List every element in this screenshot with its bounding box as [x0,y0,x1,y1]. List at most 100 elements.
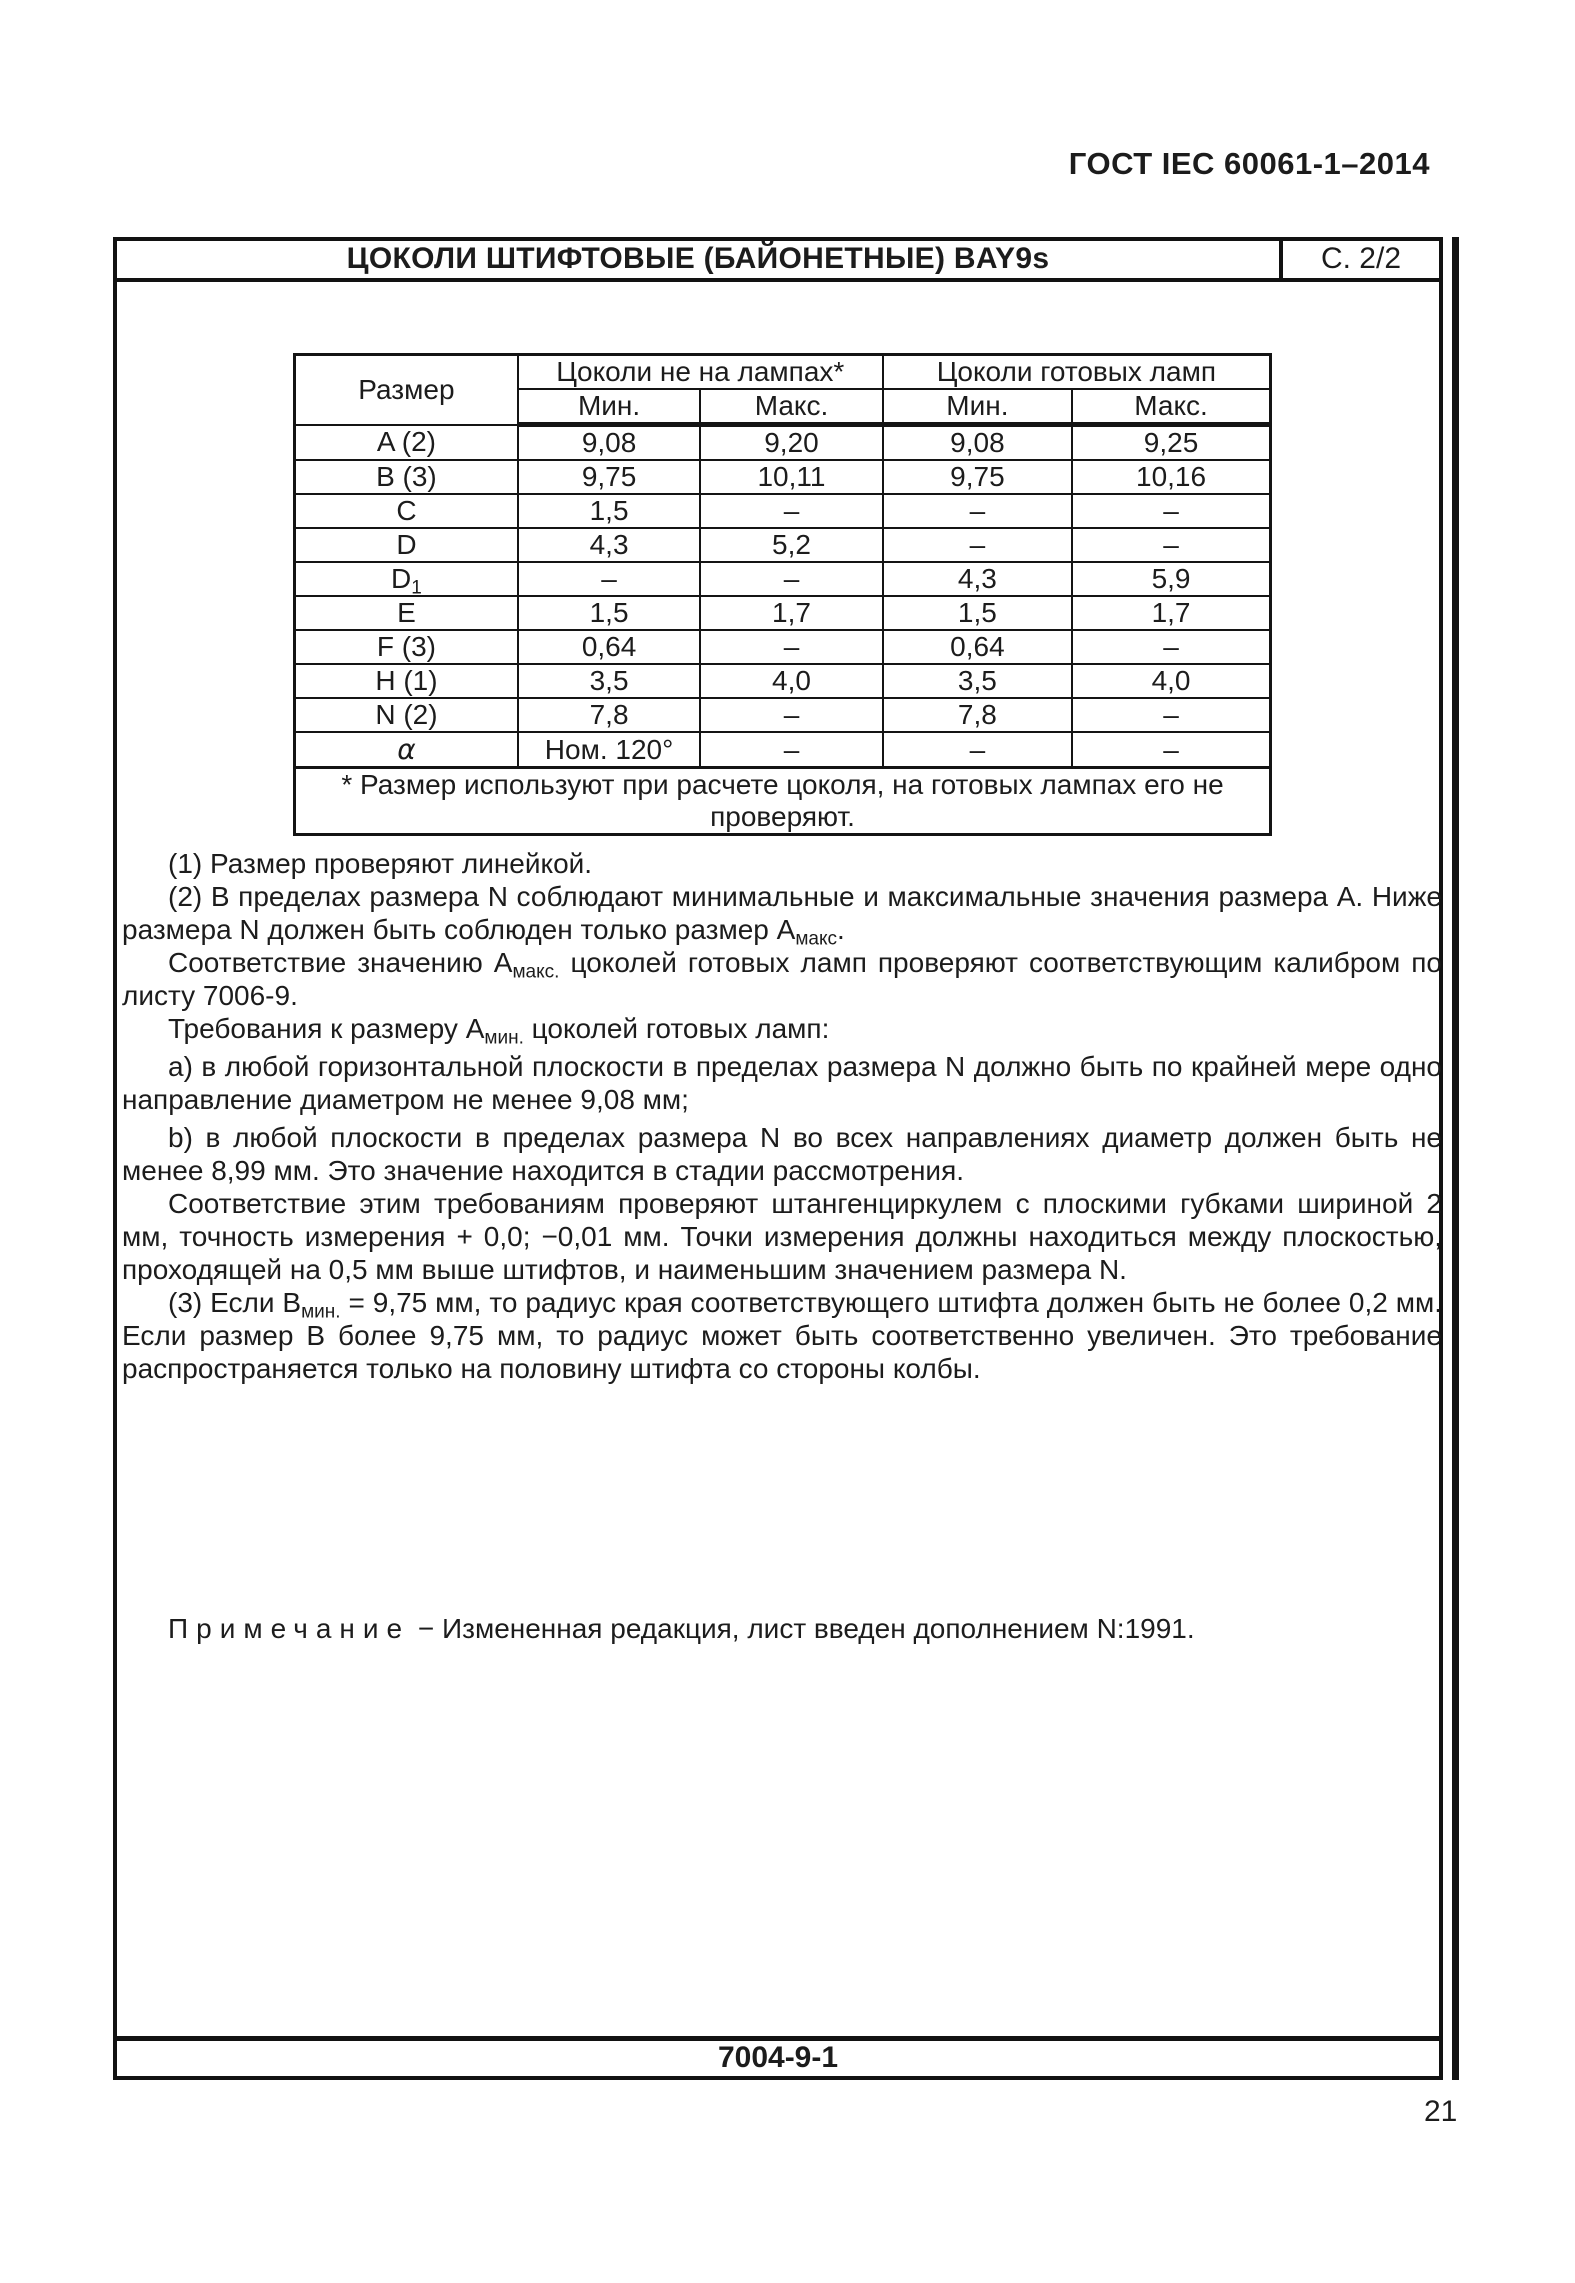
value-cell: 4,0 [1071,663,1272,699]
table-footnote: * Размер используют при расчете цоколя, … [293,766,1272,836]
sheet-page-ref: С. 2/2 [1279,241,1439,278]
text-segment: Требования к размеру A [168,1013,485,1044]
paragraph: Требования к размеру Aмин. цоколей готов… [122,1012,1442,1049]
text-segment: цоколей готовых ламп проверяют соответст… [122,947,1442,1011]
value-cell: – [1071,731,1272,769]
column-header-min-1: Мин. [516,388,702,427]
text-segment: C [396,495,417,526]
text-segment: . [837,914,845,945]
sheet-title: ЦОКОЛИ ШТИФТОВЫЕ (БАЙОНЕТНЫЕ) BAY9s [346,242,1050,275]
text-segment: Соответствие значению A [168,947,513,978]
value-cell: – [1071,493,1272,529]
text-segment: мин. [301,1301,341,1323]
text-segment: D [396,529,417,560]
paragraph: a) в любой горизонтальной плоскости в пр… [122,1050,1442,1116]
text-segment: H (1) [375,665,438,696]
text-segment: D [391,563,412,594]
value-cell: 3,5 [881,663,1074,699]
paragraph: (3) Если Bмин. = 9,75 мм, то радиус края… [122,1286,1442,1385]
value-cell: – [881,527,1074,563]
table-row: N (2) 7,8–7,8– [293,697,1272,733]
value-cell: 4,3 [516,527,702,563]
text-segment: b) в любой плоскости в пределах размера … [122,1122,1442,1186]
value-cell: 9,75 [881,459,1074,495]
size-cell: α [293,731,519,769]
text-segment: (1) Размер проверяют линейкой. [168,848,593,879]
value-cell: – [1071,629,1272,665]
text-segment: (2) В пределах размера N соблюдают миним… [122,881,1442,945]
value-cell: 4,3 [881,561,1074,597]
size-cell: B (3) [293,459,519,495]
table-row: α Ном. 120° – – – [293,731,1272,769]
table-row: B (3) 9,75 10,11 9,75 10,16 [293,459,1272,495]
text-segment: макс [795,928,838,950]
paragraph: (1) Размер проверяют линейкой. [122,847,1442,880]
value-cell: 10,11 [699,459,884,495]
paragraph: Соответствие значению Aмакс. цоколей гот… [122,946,1442,1012]
value-cell: – [699,731,884,769]
value-cell: 9,75 [516,459,702,495]
size-cell: F (3) [293,629,519,665]
size-cell: N (2) [293,697,519,733]
size-cell: E [293,595,519,631]
text-segment: цоколей готовых ламп: [523,1013,830,1044]
paragraph: (2) В пределах размера N соблюдают миним… [122,880,1442,950]
body-text: (1) Размер проверяют линейкой. (2) В пред… [122,847,1442,1385]
value-cell: – [1071,697,1272,733]
value-cell: 1,5 [516,493,702,529]
value-cell: 1,7 [699,595,884,631]
paragraph: b) в любой плоскости в пределах размера … [122,1121,1442,1187]
paragraph: Соответствие этим требованиям проверяют … [122,1187,1442,1286]
value-cell: 0,64 [516,629,702,665]
value-cell: 9,08 [516,423,702,461]
table-body: A (2) 9,08 9,20 9,08 9,25 B (3) 9,75 10,11 9,75 1… [293,423,1272,769]
text-segment: F (3) [376,631,436,662]
value-cell: 7,8 [516,697,702,733]
text-segment: = 9,75 мм, то радиус края соответствующе… [122,1287,1442,1384]
value-cell: 9,20 [699,423,884,461]
text-segment: E [397,597,416,628]
text-segment: (3) Если B [168,1287,302,1318]
value-cell: – [516,561,702,597]
text-segment: α [397,733,416,766]
text-segment: Примечание [168,1613,411,1644]
value-cell: 1,7 [1071,595,1272,631]
text-segment: 1 [411,577,422,599]
value-cell: – [881,731,1074,769]
value-cell: – [881,493,1074,529]
table-row: F (3) 0,64–0,64– [293,629,1272,665]
sheet-frame: ЦОКОЛИ ШТИФТОВЫЕ (БАЙОНЕТНЫЕ) BAY9s С. 2… [113,237,1443,2080]
value-cell: – [699,629,884,665]
text-segment: − Измененная редакция, лист введен допол… [410,1613,1195,1644]
table-row: A (2) 9,08 9,20 9,08 9,25 [293,423,1272,461]
text-segment: N (2) [375,699,438,730]
column-header-min-2: Мин. [881,388,1074,427]
table-row: E 1,5 1,7 1,5 1,7 [293,595,1272,631]
text-segment: B (3) [376,461,437,492]
value-cell: 10,16 [1071,459,1272,495]
text-segment: a) в любой горизонтальной плоскости в пр… [122,1051,1442,1115]
column-header-max-1: Макс. [699,388,884,427]
text-segment: макс. [512,961,560,983]
text-segment: мин. [484,1027,524,1049]
table-row: D 4,3 5,2– – [293,527,1272,563]
text-segment: Соответствие этим требованиям проверяют … [122,1188,1442,1285]
value-cell: – [699,493,884,529]
value-cell: 9,25 [1071,423,1272,461]
size-cell: H (1) [293,663,519,699]
table-footnote-row: * Размер используют при расчете цоколя, … [293,766,1272,836]
column-header-max-2: Макс. [1071,388,1272,427]
size-cell: A (2) [293,423,519,461]
column-header-size: Размер [293,353,519,426]
value-cell: 1,5 [881,595,1074,631]
size-cell: C [293,493,519,529]
value-cell: 9,08 [881,423,1074,461]
value-cell: – [1071,527,1272,563]
doc-standard-header: ГОСТ IEC 60061-1–2014 [1068,146,1430,181]
size-cell: D1 [293,561,519,599]
table-row: H (1) 3,5 4,0 3,5 4,0 [293,663,1272,699]
sheet-titlebar: ЦОКОЛИ ШТИФТОВЫЕ (БАЙОНЕТНЫЕ) BAY9s С. 2… [117,241,1439,282]
table-header-row: Размер Цоколи не на лампах* Цоколи готов… [293,353,1272,426]
dimensions-table: Размер Цоколи не на лампах* Цоколи готов… [293,353,1272,836]
value-cell: 3,5 [516,663,702,699]
